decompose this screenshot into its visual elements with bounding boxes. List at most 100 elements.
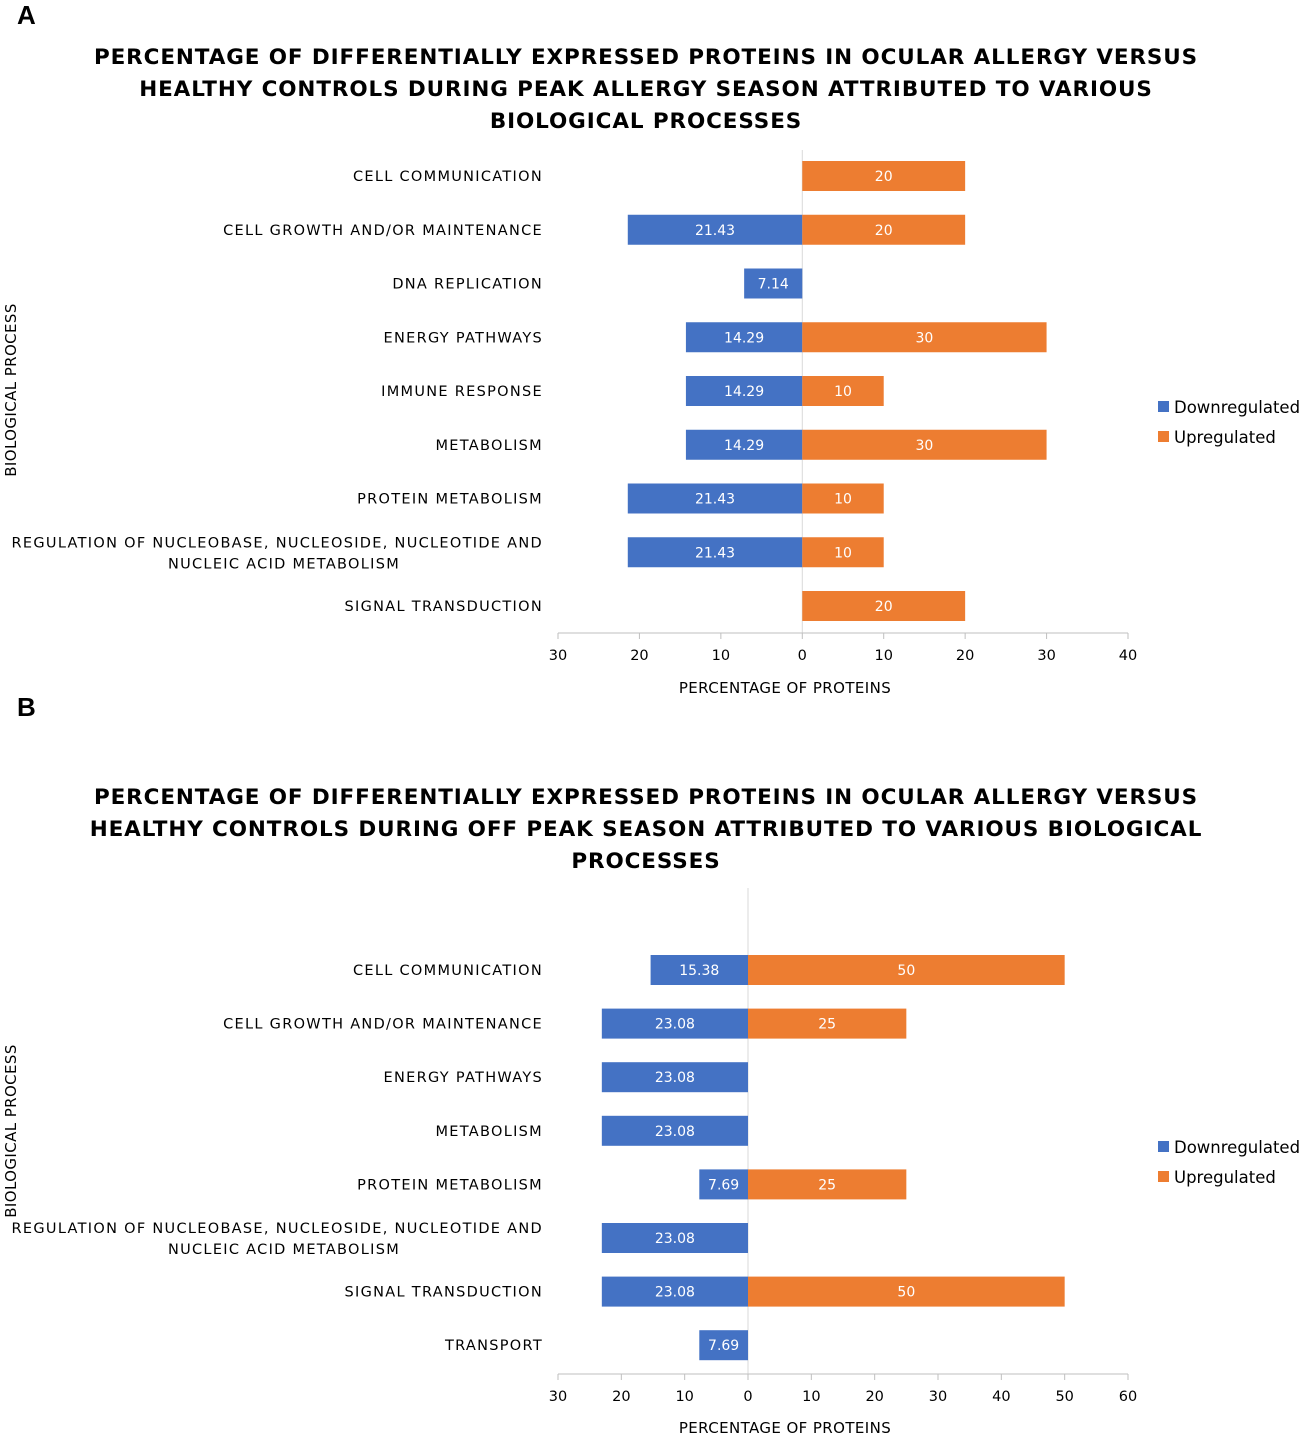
- bar-value-label: 50: [897, 1285, 915, 1301]
- bar-value-label: 21.43: [695, 545, 735, 561]
- upregulated-bar: [802, 429, 1047, 460]
- category-label: ENERGY PATHWAYS: [384, 330, 544, 346]
- x-axis-title: PERCENTAGE OF PROTEINS: [679, 1419, 891, 1435]
- chart-title-line: PROCESSES: [571, 849, 720, 874]
- category-label: REGULATION OF NUCLEOBASE, NUCLEOSIDE, NU…: [12, 1221, 543, 1237]
- x-tick-label: 10: [802, 1389, 820, 1405]
- downregulated-bar: [601, 1223, 748, 1253]
- x-tick-label: 60: [1119, 1389, 1137, 1405]
- upregulated-bar: [802, 537, 884, 568]
- bar-value-label: 7.69: [708, 1338, 739, 1354]
- downregulated-bar: [601, 1115, 748, 1146]
- y-axis-title: BIOLOGICAL PROCESS: [2, 303, 20, 477]
- x-tick-label: 40: [1119, 648, 1137, 664]
- downregulated-bar: [627, 214, 803, 245]
- chart-title-line: PERCENTAGE OF DIFFERENTIALLY EXPRESSED P…: [94, 45, 1198, 70]
- bar-value-label: 25: [818, 1177, 836, 1193]
- x-tick-label: 50: [1055, 1389, 1073, 1405]
- x-tick-label: 30: [549, 1389, 567, 1405]
- category-label: REGULATION OF NUCLEOBASE, NUCLEOSIDE, NU…: [12, 535, 543, 551]
- downregulated-bar: [601, 1062, 748, 1093]
- legend-label: Upregulated: [1174, 1168, 1276, 1187]
- bar-value-label: 20: [875, 599, 893, 615]
- category-label: METABOLISM: [436, 1124, 544, 1140]
- legend-label: Downregulated: [1174, 1138, 1299, 1157]
- bar-value-label: 25: [818, 1017, 836, 1033]
- bar-value-label: 21.43: [695, 223, 735, 239]
- chart-title-line: HEALTHY CONTROLS DURING PEAK ALLERGY SEA…: [139, 77, 1153, 102]
- chart-title-line: BIOLOGICAL PROCESSES: [490, 109, 802, 134]
- upregulated-bar: [748, 1008, 907, 1039]
- upregulated-bar: [802, 214, 966, 245]
- category-label: ENERGY PATHWAYS: [384, 1070, 544, 1086]
- bar-value-label: 10: [834, 384, 852, 400]
- bar-value-label: 7.69: [708, 1177, 739, 1193]
- upregulated-bar: [802, 591, 966, 621]
- x-tick-label: 10: [712, 648, 730, 664]
- downregulated-bar: [601, 1008, 748, 1039]
- bar-value-label: 10: [834, 492, 852, 508]
- x-axis-title: PERCENTAGE OF PROTEINS: [679, 679, 891, 697]
- bar-value-label: 20: [875, 223, 893, 239]
- upregulated-bar: [748, 955, 1065, 985]
- bar-value-label: 23.08: [655, 1070, 695, 1086]
- category-label: CELL COMMUNICATION: [353, 169, 543, 185]
- bar-value-label: 23.08: [655, 1124, 695, 1140]
- x-tick-label: 20: [630, 648, 648, 664]
- category-label: CELL GROWTH AND/OR MAINTENANCE: [223, 223, 543, 239]
- x-tick-label: 10: [874, 648, 892, 664]
- chart-title-line: HEALTHY CONTROLS DURING OFF PEAK SEASON …: [90, 817, 1203, 842]
- category-label: SIGNAL TRANSDUCTION: [345, 599, 543, 615]
- downregulated-bar: [685, 322, 803, 353]
- panel-label-a: A: [17, 0, 36, 30]
- chart-title-line: PERCENTAGE OF DIFFERENTIALLY EXPRESSED P…: [94, 785, 1198, 810]
- upregulated-bar: [802, 322, 1047, 353]
- bar-value-label: 20: [875, 169, 893, 185]
- category-label: SIGNAL TRANSDUCTION: [345, 1285, 543, 1301]
- downregulated-bar: [685, 376, 803, 406]
- bar-value-label: 30: [916, 438, 934, 454]
- legend-label: Upregulated: [1174, 428, 1276, 447]
- bar-value-label: 14.29: [724, 330, 764, 346]
- upregulated-bar: [748, 1169, 907, 1200]
- downregulated-bar: [650, 955, 748, 985]
- upregulated-bar: [802, 161, 966, 191]
- upregulated-bar: [802, 483, 884, 514]
- category-label: NUCLEIC ACID METABOLISM: [168, 556, 400, 572]
- category-label: PROTEIN METABOLISM: [357, 1177, 543, 1193]
- bar-value-label: 14.29: [724, 384, 764, 400]
- legend-swatch-upregulated: [1158, 431, 1169, 442]
- x-tick-label: 20: [865, 1389, 883, 1405]
- legend-swatch-upregulated: [1158, 1171, 1169, 1182]
- x-tick-label: 30: [1037, 648, 1055, 664]
- bar-value-label: 23.08: [655, 1285, 695, 1301]
- legend-swatch-downregulated: [1158, 1141, 1169, 1152]
- x-tick-label: 20: [956, 648, 974, 664]
- bar-value-label: 21.43: [695, 492, 735, 508]
- category-label: METABOLISM: [436, 438, 544, 454]
- category-label: CELL COMMUNICATION: [353, 963, 543, 979]
- downregulated-bar: [685, 429, 803, 460]
- legend-swatch-downregulated: [1158, 401, 1169, 412]
- bar-value-label: 14.29: [724, 438, 764, 454]
- bar-value-label: 15.38: [679, 963, 719, 979]
- panel-label-b: B: [17, 692, 36, 722]
- category-label: PROTEIN METABOLISM: [357, 492, 543, 508]
- downregulated-bar: [627, 483, 803, 514]
- x-tick-label: 40: [992, 1389, 1010, 1405]
- category-label: IMMUNE RESPONSE: [381, 384, 543, 400]
- bar-value-label: 7.14: [758, 277, 789, 293]
- bar-value-label: 23.08: [655, 1017, 695, 1033]
- x-tick-label: 10: [675, 1389, 693, 1405]
- bar-value-label: 10: [834, 545, 852, 561]
- category-label: NUCLEIC ACID METABOLISM: [168, 1242, 400, 1258]
- legend-label: Downregulated: [1174, 398, 1299, 417]
- x-tick-label: 0: [743, 1389, 752, 1405]
- downregulated-bar: [699, 1330, 748, 1361]
- x-tick-label: 30: [929, 1389, 947, 1405]
- category-label: TRANSPORT: [444, 1338, 543, 1354]
- category-label: CELL GROWTH AND/OR MAINTENANCE: [223, 1017, 543, 1033]
- x-tick-label: 0: [798, 648, 807, 664]
- downregulated-bar: [627, 537, 803, 568]
